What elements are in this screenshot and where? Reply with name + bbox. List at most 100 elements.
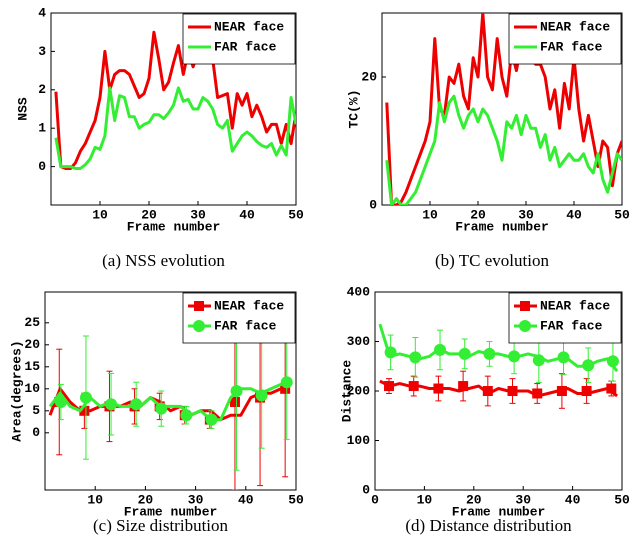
marker xyxy=(384,381,395,392)
marker xyxy=(79,391,92,404)
legend-marker xyxy=(520,301,530,311)
legend: NEAR face FAR face xyxy=(182,292,296,344)
marker xyxy=(433,383,444,394)
y-axis-label: Area(degrees) xyxy=(9,340,24,441)
marker xyxy=(280,383,291,394)
marker xyxy=(482,386,493,396)
x-tick-label: 0 xyxy=(371,492,379,507)
legend-label: NEAR face xyxy=(214,298,284,313)
legend-label: NEAR face xyxy=(540,298,610,313)
legend-marker xyxy=(519,320,531,332)
series-line xyxy=(48,378,292,422)
marker xyxy=(458,347,471,360)
marker xyxy=(229,397,240,407)
legend-marker xyxy=(193,320,205,332)
x-axis-label: Frame number xyxy=(452,504,546,519)
x-tick-label: 10 xyxy=(417,492,433,507)
marker xyxy=(483,347,496,360)
y-tick-label: 15 xyxy=(24,359,40,374)
x-tick-label: 30 xyxy=(518,207,534,222)
y-tick-label: 300 xyxy=(347,334,371,349)
marker xyxy=(606,355,619,368)
marker xyxy=(582,359,595,372)
x-tick-label: 30 xyxy=(190,207,206,222)
x-tick-label: 10 xyxy=(92,207,108,222)
y-tick-label: 5 xyxy=(32,403,40,418)
marker xyxy=(557,351,570,364)
marker xyxy=(606,383,617,394)
caption: (c) Size distribution xyxy=(93,516,229,535)
y-tick-label: 0 xyxy=(38,159,46,174)
x-tick-label: 40 xyxy=(238,492,254,507)
x-tick-label: 20 xyxy=(470,207,486,222)
marker xyxy=(556,386,567,396)
series-line xyxy=(385,94,622,205)
x-tick-label: 50 xyxy=(614,207,630,222)
marker xyxy=(230,385,243,397)
y-tick-label: 0 xyxy=(369,197,377,212)
x-tick-label: 10 xyxy=(87,492,103,507)
y-tick-label: 25 xyxy=(24,315,40,330)
y-tick-label: 100 xyxy=(347,433,371,448)
legend: NEAR face FAR face xyxy=(508,13,622,65)
legend-label: FAR face xyxy=(214,318,277,333)
y-tick-label: 0 xyxy=(32,425,40,440)
marker xyxy=(408,381,419,392)
x-tick-label: 50 xyxy=(288,492,304,507)
series-line xyxy=(54,30,296,170)
legend-label: NEAR face xyxy=(540,19,610,34)
x-tick-label: 20 xyxy=(466,492,482,507)
x-tick-label: 20 xyxy=(141,207,157,222)
legend-marker xyxy=(194,301,204,311)
marker xyxy=(458,381,469,392)
marker xyxy=(434,343,447,356)
legend-label: FAR face xyxy=(214,39,277,54)
panel: 0 10 20 30 40 50 0 100 200 300 400 Frame number Dist… xyxy=(339,284,630,534)
x-tick-label: 10 xyxy=(422,207,438,222)
caption: (a) NSS evolution xyxy=(102,251,225,270)
marker xyxy=(280,376,293,389)
marker xyxy=(130,398,143,411)
marker xyxy=(105,398,118,411)
series-line xyxy=(54,86,296,170)
legend: NEAR face FAR face xyxy=(182,13,296,65)
marker xyxy=(409,351,422,364)
marker xyxy=(508,350,521,363)
y-axis-label: TC(%) xyxy=(346,89,361,128)
marker xyxy=(205,413,218,426)
caption: (b) TC evolution xyxy=(435,251,549,270)
plot-area xyxy=(48,300,293,490)
caption: (d) Distance distribution xyxy=(405,516,572,535)
plot-area xyxy=(54,30,296,170)
y-tick-label: 10 xyxy=(24,381,40,396)
panel: 10 20 30 40 50 0 1 2 3 4 Frame number NSS (a) NSS ev… xyxy=(15,5,304,269)
x-tick-label: 40 xyxy=(565,492,581,507)
legend-label: FAR face xyxy=(540,318,603,333)
y-tick-label: 400 xyxy=(347,284,371,299)
x-axis-label: Frame number xyxy=(124,504,218,519)
plot-area xyxy=(385,13,622,205)
y-axis-label: Distance xyxy=(339,360,354,423)
legend-label: NEAR face xyxy=(214,19,284,34)
x-tick-label: 30 xyxy=(515,492,531,507)
x-tick-label: 50 xyxy=(288,207,304,222)
y-tick-label: 20 xyxy=(361,69,377,84)
marker xyxy=(155,402,168,415)
y-tick-label: 4 xyxy=(38,5,46,20)
x-tick-label: 50 xyxy=(614,492,630,507)
marker xyxy=(532,354,545,367)
marker xyxy=(54,396,67,408)
marker xyxy=(507,386,518,396)
y-tick-label: 20 xyxy=(24,337,40,352)
x-tick-label: 30 xyxy=(188,492,204,507)
y-tick-label: 200 xyxy=(347,383,371,398)
plot-area xyxy=(378,323,619,409)
x-tick-label: 20 xyxy=(138,492,154,507)
y-tick-label: 1 xyxy=(38,121,46,136)
y-tick-label: 0 xyxy=(362,482,370,497)
legend-label: FAR face xyxy=(540,39,603,54)
x-axis-label: Frame number xyxy=(455,219,549,234)
legend: NEAR face FAR face xyxy=(508,292,622,344)
marker xyxy=(384,346,397,359)
